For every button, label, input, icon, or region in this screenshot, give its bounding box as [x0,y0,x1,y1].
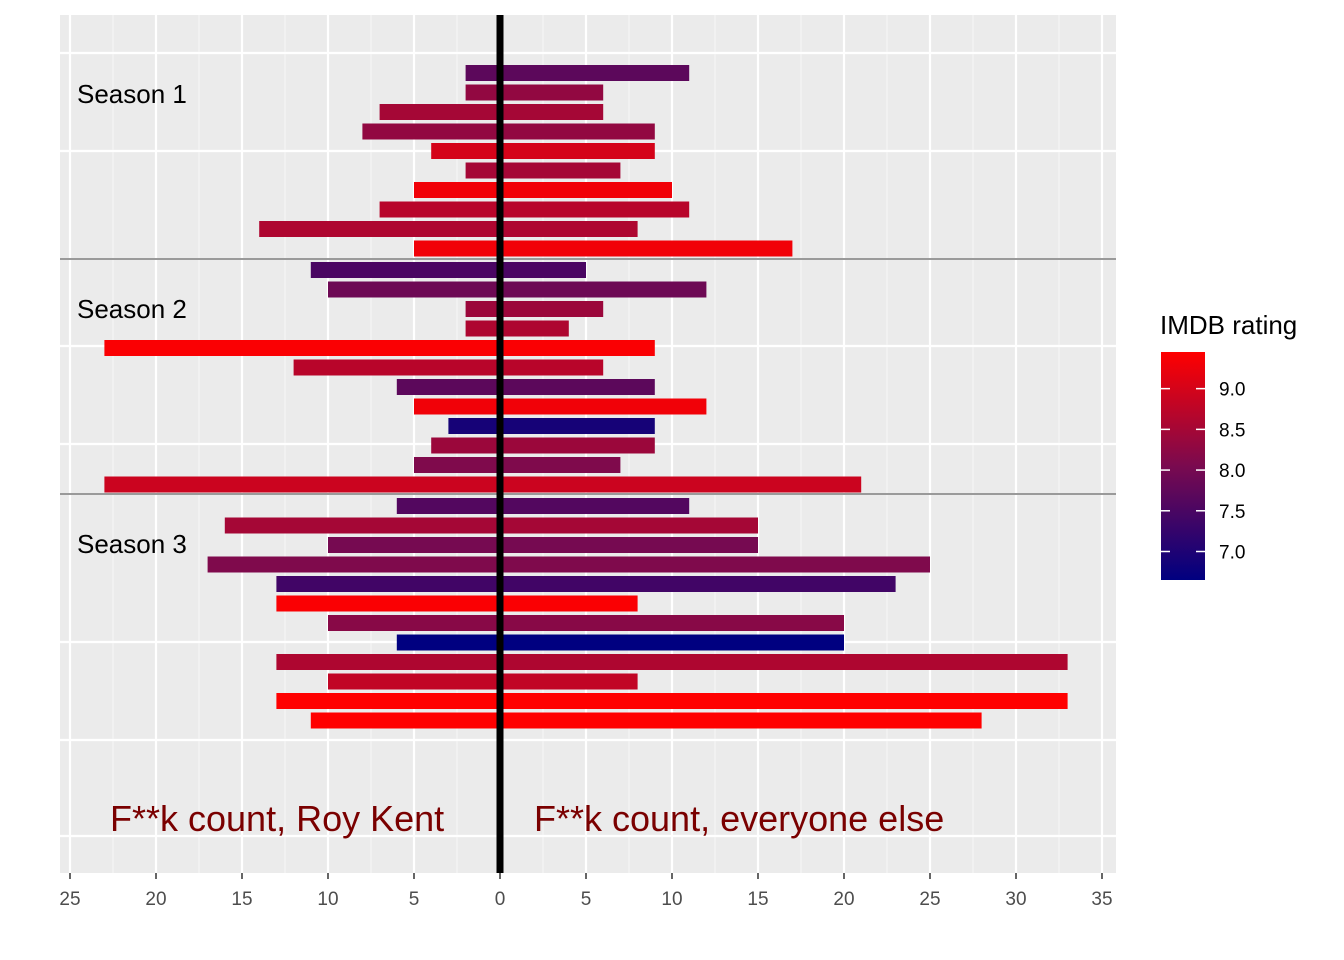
season-1-label: Season 1 [77,79,187,109]
x-tick-label: 15 [231,889,252,910]
bar-roy-kent [448,418,500,434]
bar-everyone-else [500,340,655,356]
bar-everyone-else [500,517,758,534]
bar-everyone-else [500,654,1068,670]
bar-roy-kent [465,301,500,317]
x-tick-label: 5 [409,889,420,910]
bar-everyone-else [500,123,655,140]
x-tick-label: 25 [919,889,940,910]
x-tick-label: 0 [495,889,506,910]
bar-everyone-else [500,476,862,493]
x-tick-label: 20 [833,889,854,910]
bar-everyone-else [500,281,707,298]
bar-everyone-else [500,143,655,159]
legend-ticks: 9.0 8.5 8.0 7.5 7.0 [1161,380,1245,564]
x-tick-label: 30 [1005,889,1026,910]
legend: IMDB rating 9.0 8.5 8.0 7.5 7.0 [1160,310,1297,580]
bar-roy-kent [310,712,500,729]
bar-roy-kent [465,65,500,81]
bar-everyone-else [500,104,604,120]
bar-roy-kent [465,320,500,337]
bar-roy-kent [414,398,500,415]
bar-roy-kent [293,359,500,376]
bar-everyone-else [500,634,844,651]
bar-everyone-else [500,576,896,592]
bar-everyone-else [500,201,690,218]
bar-everyone-else [500,498,690,514]
bar-roy-kent [431,143,500,159]
legend-tick-label: 8.0 [1219,461,1245,482]
bar-roy-kent [328,537,500,553]
season-3-label: Season 3 [77,529,187,559]
bar-roy-kent [328,615,500,631]
bar-everyone-else [500,457,621,473]
bar-roy-kent [465,84,500,101]
bar-roy-kent [310,262,500,278]
everyone-else-count-label: F**k count, everyone else [534,798,944,839]
bar-everyone-else [500,537,758,553]
bar-roy-kent [396,379,500,395]
bar-roy-kent [276,693,500,709]
bar-everyone-else [500,556,930,573]
bar-roy-kent [431,437,500,454]
x-tick-label: 10 [661,889,682,910]
bar-roy-kent [414,457,500,473]
bar-everyone-else [500,673,638,690]
bar-roy-kent [379,104,500,120]
legend-tick-label: 7.5 [1219,502,1245,523]
season-separators [60,258,1116,495]
bar-roy-kent [276,595,500,612]
bar-roy-kent [224,517,501,534]
x-axis: 25 20 15 10 5 0 5 10 15 20 25 30 35 [59,873,1113,910]
bar-everyone-else [500,301,604,317]
bar-everyone-else [500,398,707,415]
x-tick-label: 35 [1091,889,1112,910]
legend-title: IMDB rating [1160,310,1297,340]
bar-everyone-else [500,65,690,81]
x-tick-label: 10 [317,889,338,910]
bar-everyone-else [500,615,844,631]
bar-roy-kent [104,476,501,493]
bar-everyone-else [500,379,655,395]
bar-roy-kent [328,673,500,690]
bar-everyone-else [500,84,604,101]
bar-roy-kent [259,221,500,237]
bars [104,65,1068,729]
bar-everyone-else [500,437,655,454]
legend-colorbar [1161,352,1205,580]
bar-roy-kent [104,340,501,356]
bar-everyone-else [500,262,586,278]
bar-everyone-else [500,418,655,434]
bar-everyone-else [500,320,569,337]
bar-roy-kent [276,654,500,670]
legend-tick-label: 8.5 [1219,420,1245,441]
bar-roy-kent [414,240,500,257]
bar-everyone-else [500,712,982,729]
bar-everyone-else [500,240,793,257]
bar-roy-kent [207,556,500,573]
bar-roy-kent [328,281,500,298]
bar-roy-kent [362,123,500,140]
roy-kent-count-label: F**k count, Roy Kent [110,798,444,839]
bar-everyone-else [500,221,638,237]
x-tick-label: 25 [59,889,80,910]
season-2-label: Season 2 [77,294,187,324]
bar-everyone-else [500,693,1068,709]
legend-tick-label: 9.0 [1219,380,1245,401]
bar-roy-kent [396,634,500,651]
bar-everyone-else [500,162,621,179]
bar-everyone-else [500,182,672,198]
legend-tick-label: 7.0 [1219,543,1245,564]
bar-everyone-else [500,595,638,612]
bar-roy-kent [465,162,500,179]
bar-roy-kent [414,182,500,198]
bar-roy-kent [396,498,500,514]
bar-everyone-else [500,359,604,376]
bar-roy-kent [379,201,500,218]
bar-roy-kent [276,576,500,592]
x-tick-label: 15 [747,889,768,910]
x-tick-label: 5 [581,889,592,910]
x-tick-label: 20 [145,889,166,910]
